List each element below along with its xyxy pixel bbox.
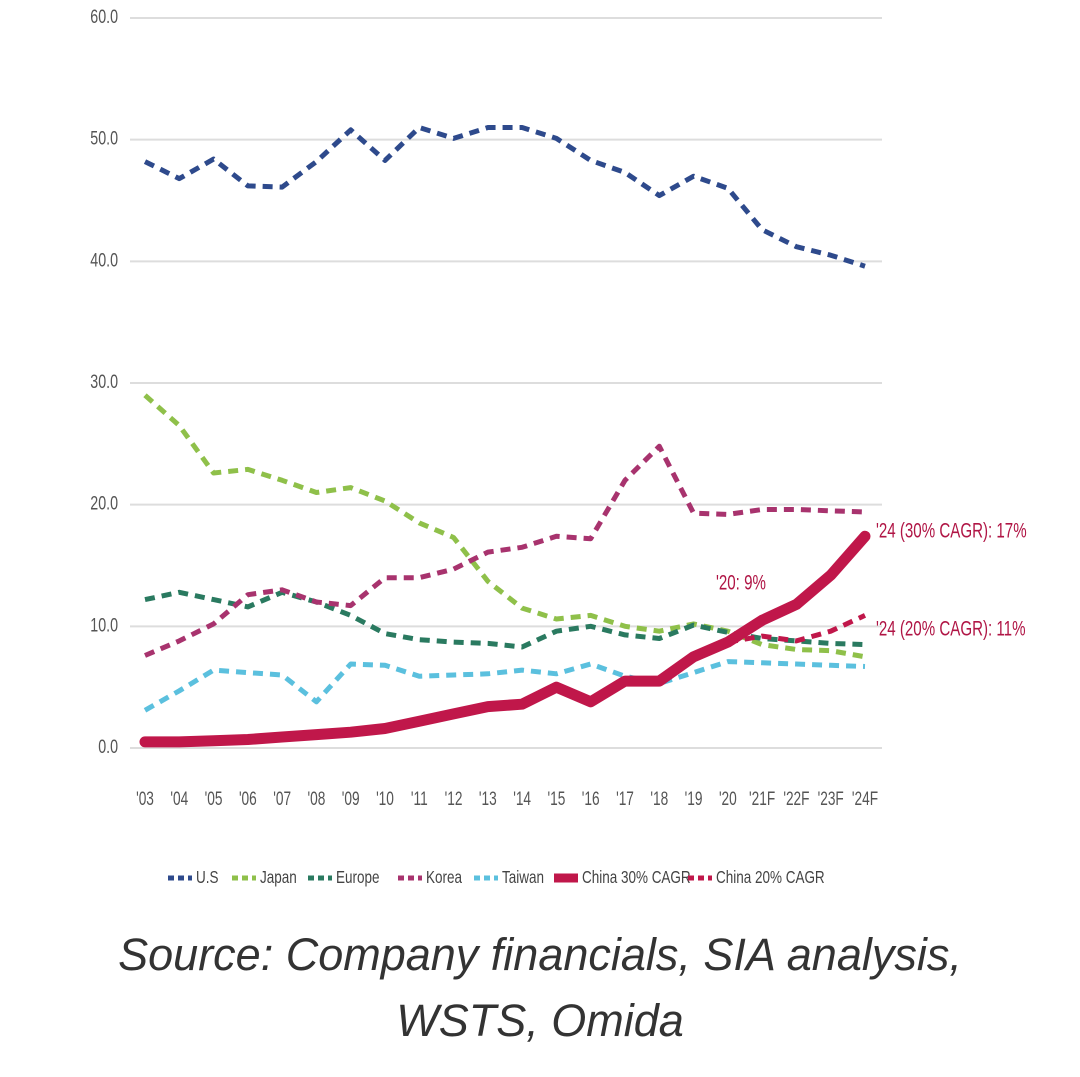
y-tick-label: 30.0 bbox=[90, 371, 118, 392]
x-tick-label: '10 bbox=[376, 788, 394, 810]
x-tick-label: '23F bbox=[818, 788, 844, 810]
y-tick-label: 60.0 bbox=[90, 6, 118, 27]
series-line bbox=[143, 125, 866, 269]
annotation: '24 (30% CAGR): 17% bbox=[876, 518, 1027, 542]
x-tick-label: '13 bbox=[479, 788, 497, 810]
legend-label: Japan bbox=[260, 868, 297, 887]
x-tick-label: '05 bbox=[205, 788, 223, 810]
x-tick-label: '06 bbox=[239, 788, 257, 810]
source-note: Source: Company financials, SIA analysis… bbox=[118, 929, 962, 1046]
series-line bbox=[727, 613, 867, 645]
x-tick-label: '22F bbox=[783, 788, 809, 810]
legend-label: China 20% CAGR bbox=[716, 868, 825, 887]
x-tick-label: '18 bbox=[650, 788, 668, 810]
y-tick-label: 40.0 bbox=[90, 249, 118, 270]
legend-label: Taiwan bbox=[502, 868, 544, 887]
x-tick-label: '11 bbox=[411, 788, 428, 810]
legend-label: Korea bbox=[426, 868, 462, 887]
chart: 0.0 10.0 20.0 30.0 40.0 50.0 60.0 '03 '04 '05 '06 '… bbox=[90, 6, 1027, 887]
annotation: '24 (20% CAGR): 11% bbox=[876, 616, 1026, 640]
x-tick-label: '14 bbox=[513, 788, 531, 810]
series-line bbox=[144, 443, 866, 658]
x-tick-label: '03 bbox=[136, 788, 154, 810]
x-tick-label: '24F bbox=[852, 788, 878, 810]
series-line bbox=[144, 589, 866, 650]
series-line bbox=[139, 530, 871, 748]
x-tick-label: '17 bbox=[616, 788, 634, 810]
y-tick-label: 20.0 bbox=[90, 493, 118, 514]
legend-label: Europe bbox=[336, 868, 380, 887]
x-tick-label: '20 bbox=[719, 788, 737, 810]
x-tick-label: '19 bbox=[685, 788, 703, 810]
x-tick-label: '21F bbox=[749, 788, 775, 810]
x-tick-label: '16 bbox=[582, 788, 600, 810]
x-tick-label: '15 bbox=[548, 788, 566, 810]
legend-label: U.S bbox=[196, 868, 218, 887]
x-tick-label: '07 bbox=[273, 788, 291, 810]
x-tick-label: '08 bbox=[308, 788, 326, 810]
y-tick-label: 0.0 bbox=[98, 736, 118, 757]
x-tick-label: '04 bbox=[170, 788, 188, 810]
legend-label: China 30% CAGR bbox=[582, 868, 691, 887]
x-tick-label: '12 bbox=[445, 788, 463, 810]
annotation: '20: 9% bbox=[716, 570, 766, 594]
y-tick-label: 50.0 bbox=[90, 128, 118, 149]
y-tick-label: 10.0 bbox=[90, 614, 118, 635]
x-tick-label: '09 bbox=[342, 788, 360, 810]
series-line bbox=[143, 659, 866, 713]
